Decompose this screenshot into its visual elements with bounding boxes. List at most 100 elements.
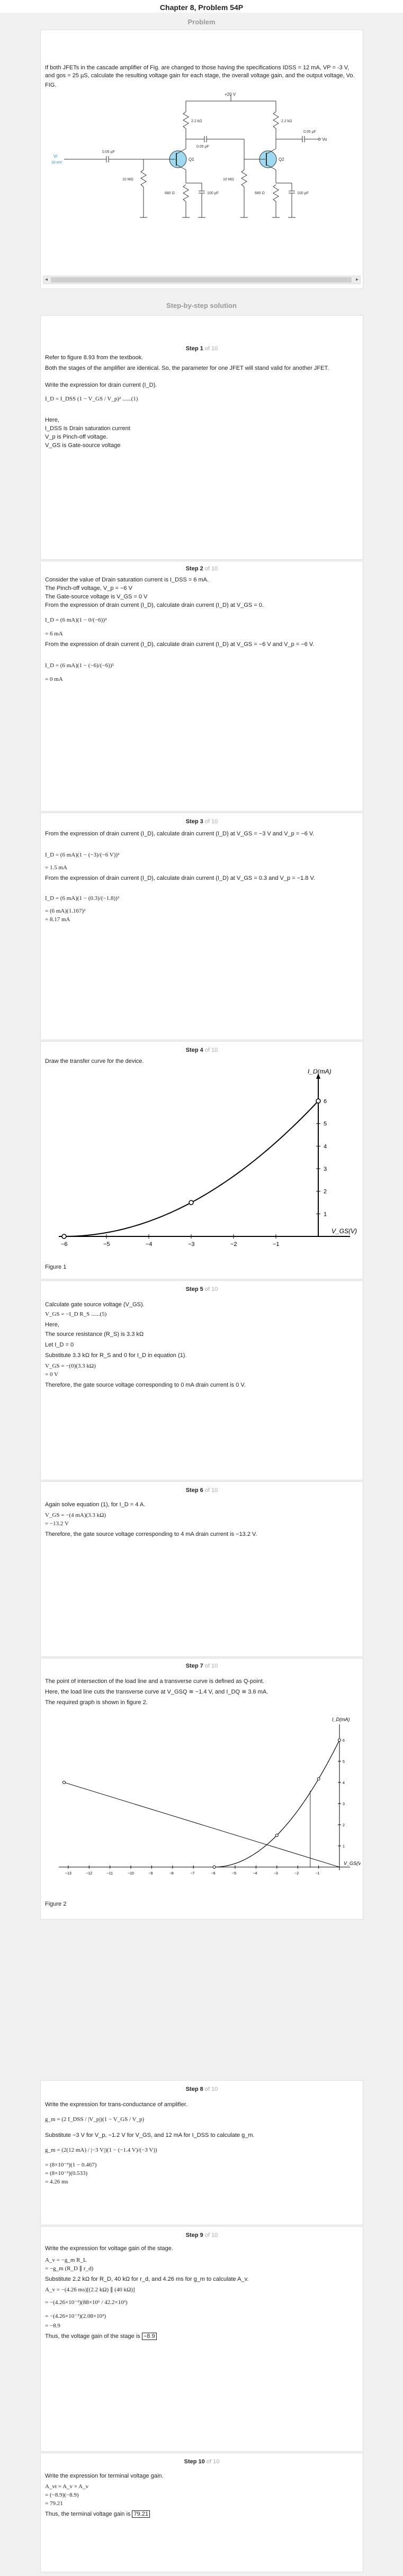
step-9-header: Step 9 of 10 (185, 2232, 218, 2238)
x-axis-label: V_GS(V) (332, 1227, 357, 1235)
s5-equation: V_GS = −(0)(3.3 kΩ) (45, 1363, 96, 1369)
load-line (64, 1782, 340, 1868)
s3-equation: = (6 mA)(1.167)² (45, 908, 86, 914)
cs1-label: 100 µF (207, 192, 219, 195)
s3-equation: = 8.17 mA (45, 916, 70, 923)
s3-equation: I_D = (6 mA)(1 − (−3)/(−6 V))² (45, 852, 120, 858)
problem-text: If both JFETs in the cascade amplifier o… (45, 65, 355, 79)
cs2-label: 100 µF (297, 192, 309, 195)
s8-equation: g_m = (2(12 mA) / |−3 V|)(1 − (−1.4 V)/(… (45, 2147, 157, 2153)
curve-point (61, 1234, 67, 1239)
step-7-header: Step 7 of 10 (185, 1663, 218, 1669)
s9-equation: A_v = −g_m R_L (45, 2257, 87, 2263)
cc1-label: 0.05 µF (102, 150, 115, 154)
step-10-header: Step 10 of 10 (184, 2459, 220, 2465)
x-tick-label: −6 (61, 1241, 68, 1248)
s9-conclusion: Thus, the voltage gain of the stage is −… (45, 2333, 357, 2341)
s1-line: Refer to figure 8.93 from the textbook. (45, 354, 144, 361)
s2-line: From the expression of drain current (I_… (45, 641, 315, 648)
s3-equation: I_D = (6 mA)(1 − (0.3)/(−1.8))² (45, 895, 120, 902)
y-axis-arrow (316, 1073, 320, 1079)
scroll-right-icon[interactable]: ▸ (355, 277, 359, 283)
s1-line: V_GS is Gate-source voltage (45, 442, 121, 449)
x-tick-label: −12 (86, 1872, 92, 1876)
curve-point (212, 1865, 216, 1869)
step-7-card: Step 7 of 10 The point of intersection o… (40, 1658, 363, 1919)
s5-line: Therefore, the gate source voltage corre… (45, 1382, 246, 1388)
transfer-curve-chart: −6 −5 −4 −3 −2 −1 1 2 3 4 5 6 I_D(mA) V_GS(V) (59, 1069, 357, 1248)
rs2-label: 680 Ω (255, 192, 265, 195)
y-tick-label: 5 (343, 1760, 345, 1764)
x-tick-label: −4 (146, 1241, 153, 1248)
y-axis-label: I_D(mA) (332, 1717, 350, 1722)
s6-equation: V_GS = −(4 mA)(3.3 kΩ) (45, 1512, 106, 1518)
s9-answer-box: −8.9 (141, 2333, 157, 2340)
s5-equation: = 0 V (45, 1371, 58, 1378)
s10-equation: = 79.21 (45, 2500, 63, 2507)
vo-label: Vo (322, 137, 327, 142)
s3-line: From the expression of drain current (I_… (45, 875, 315, 881)
step-2-header: Step 2 of 10 (185, 566, 218, 572)
step-3-card: Step 3 of 10 From the expression of drai… (40, 813, 363, 1040)
s10-line: Write the expression for terminal voltag… (45, 2473, 164, 2479)
s1-line: I_DSS is Drain saturation current (45, 425, 130, 432)
x-tick-label: −11 (107, 1872, 113, 1876)
step-1-card: Step 1 of 10 Refer to figure 8.93 from t… (40, 315, 363, 560)
x-tick-label: −5 (103, 1241, 110, 1248)
x-tick-label: −5 (232, 1872, 236, 1876)
step-6-card: Step 6 of 10 Again solve equation (1), f… (40, 1481, 363, 1657)
y-tick-label: 4 (324, 1143, 327, 1150)
s9-equation: = −(4.26×10⁻³)(88×10⁶ / 42.2×10³) (45, 2299, 128, 2306)
horizontal-scrollbar[interactable]: ◂ ▸ (43, 276, 361, 284)
s9-equation: = −g_m (R_D ∥ r_d) (45, 2265, 94, 2272)
scrollbar-thumb[interactable] (51, 277, 352, 283)
s3-equation: = 1.5 mA (45, 864, 67, 871)
q2-label: Q2 (279, 157, 284, 162)
y-tick-label: 1 (324, 1211, 327, 1217)
s7-line: Here, the load line cuts the transverse … (45, 1689, 268, 1695)
s6-line: Again solve equation (1), for I_D = 4 A. (45, 1501, 146, 1508)
s5-line: Here, (45, 1322, 59, 1328)
s8-line: Substitute −3 V for V_p, −1.2 V for V_GS… (45, 2132, 255, 2138)
page-header: Chapter 8, Problem 54P (0, 0, 403, 13)
y-tick-label: 6 (324, 1098, 327, 1105)
y-tick-label: 5 (324, 1121, 327, 1127)
x-tick-label: −2 (294, 1872, 299, 1876)
page-title: Chapter 8, Problem 54P (159, 3, 244, 12)
scroll-left-icon[interactable]: ◂ (45, 277, 48, 283)
s5-line: Substitute 3.3 kΩ for R_S and 0 for I_D … (45, 1352, 187, 1359)
s8-equation: = (8×10⁻³)(1 − 0.467) (45, 2162, 97, 2168)
s5-line: The source resistance (R_S) is 3.3 kΩ (45, 1331, 144, 1337)
s6-line: Therefore, the gate source voltage corre… (45, 1531, 257, 1537)
x-tick-label: −9 (148, 1872, 153, 1876)
curve-point (275, 1834, 279, 1837)
y-tick-label: 6 (343, 1739, 345, 1743)
s10-equation: A_vt = A_v × A_v (45, 2483, 89, 2490)
transfer-curve (64, 1100, 319, 1237)
step-8-card: Step 8 of 10 Write the expression for tr… (40, 2080, 363, 2225)
figure-2-label: Figure 2 (45, 1901, 67, 1907)
s7-line: The point of intersection of the load li… (45, 1678, 264, 1685)
s2-equation: I_D = (6 mA)(1 − 0/(−6))² (45, 617, 107, 623)
vi-value: 10 mV (51, 161, 62, 165)
s2-line: The Gate-source voltage is V_GS = 0 V (45, 594, 148, 600)
problem-card: If both JFETs in the cascade amplifier o… (40, 30, 363, 289)
s2-line: Consider the value of Drain saturation c… (45, 577, 209, 583)
s1-equation: I_D = I_DSS (1 − V_GS / V_p)² ......(1) (45, 396, 138, 402)
x-tick-label: −3 (188, 1241, 195, 1248)
s10-equation: = (−8.9)(−8.9) (45, 2492, 79, 2498)
vdd-label: +20 V (225, 92, 236, 97)
s9-equation: A_v = −(4.26 ms)[(2.2 kΩ) ∥ (40 kΩ)] (45, 2287, 135, 2293)
step-5-header: Step 5 of 10 (185, 1286, 218, 1292)
rd2-label: 2.2 kΩ (281, 120, 292, 123)
s9-line: Write the expression for voltage gain of… (45, 2245, 173, 2252)
s9-line: Substitute 2.2 kΩ for R_D, 40 kΩ for r_d… (45, 2276, 249, 2282)
x-axis-label: V_GS(V) (344, 1861, 361, 1866)
step-5-card: Step 5 of 10 Calculate gate source volta… (40, 1280, 363, 1480)
s2-line: From the expression of drain current (I_… (45, 602, 264, 608)
s9-equation: = −(4.26×10⁻³)(2.08×10³) (45, 2313, 106, 2319)
s10-conclusion: Thus, the terminal voltage gain is 79.21 (45, 2510, 357, 2518)
rg1-label: 10 MΩ (122, 178, 133, 181)
rd1-label: 2.2 kΩ (191, 120, 202, 123)
